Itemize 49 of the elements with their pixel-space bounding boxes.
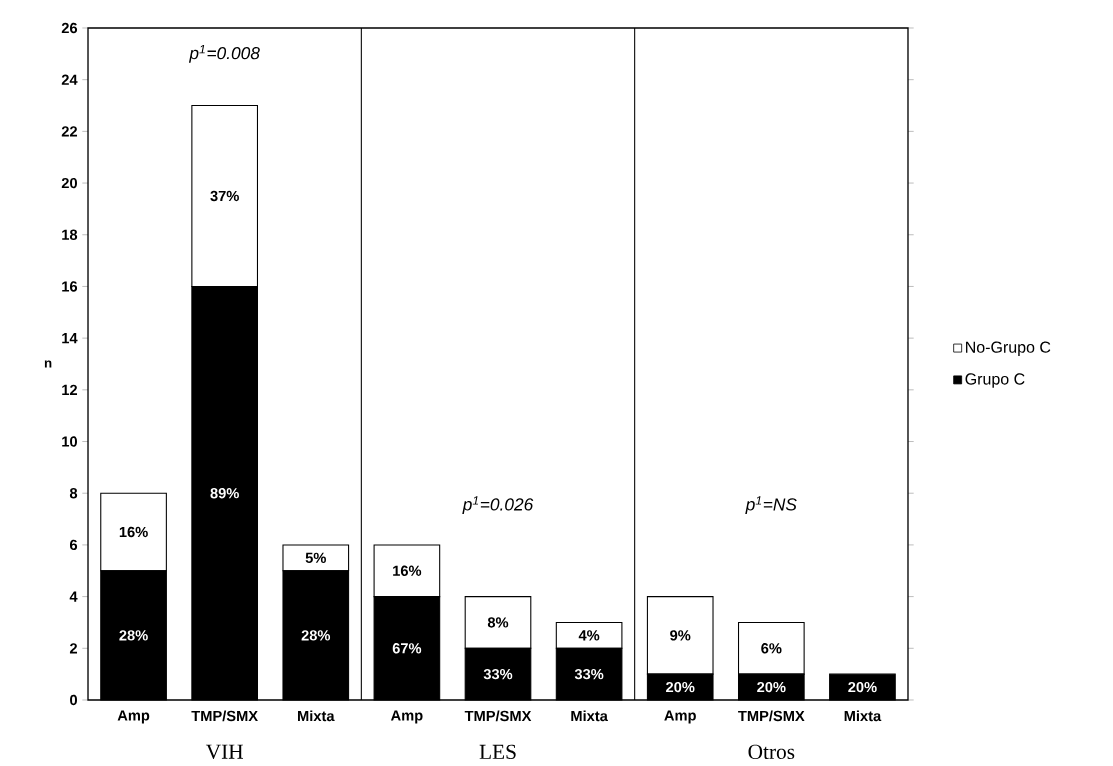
y-tick-label: 18 — [62, 229, 78, 240]
y-tick-label: 20 — [61, 177, 77, 189]
x-tick-label: TMP/SMX — [464, 710, 532, 722]
y-tick-label: 6 — [69, 539, 78, 551]
annotation: 20% — [666, 681, 695, 693]
y-tick-label: 14 — [62, 333, 78, 344]
annotation: p$^{1}$=0.026 — [462, 496, 534, 514]
annotation: 16% — [393, 565, 422, 576]
x-tick-label: TMP/SMX — [738, 710, 805, 722]
legend-label: No-Grupo C — [966, 341, 1051, 356]
y-tick-label: 24 — [61, 74, 78, 85]
y-tick-label: 8 — [69, 488, 78, 499]
y-tick-label: 0 — [70, 694, 77, 706]
annotation: 9% — [670, 630, 691, 641]
annotation: 20% — [757, 681, 786, 693]
text: VIH — [205, 744, 243, 759]
y-tick-label: 10 — [62, 436, 77, 447]
text: LES — [479, 744, 516, 760]
y-tick-label: 26 — [61, 22, 78, 34]
annotation: 33% — [574, 668, 604, 680]
annotation: 16% — [119, 526, 148, 538]
y-axis-title: n — [44, 360, 52, 368]
annotation: 28% — [119, 630, 148, 641]
annotation: 28% — [301, 630, 331, 641]
x-tick-label: Amp — [390, 710, 423, 724]
annotation: p$^{1}$=NS — [745, 496, 797, 514]
annotation: 5% — [305, 552, 326, 564]
y-tick-label: 16 — [62, 281, 78, 292]
annotation: 33% — [483, 668, 513, 680]
y-tick-label: 2 — [69, 643, 78, 654]
x-tick-label: Amp — [117, 710, 150, 724]
legend-label: Grupo C — [965, 373, 1025, 388]
text: Otros — [748, 744, 795, 760]
annotation: 37% — [210, 190, 239, 202]
annotation: 89% — [210, 488, 239, 499]
annotation: 20% — [848, 681, 877, 693]
y-tick-label: 12 — [62, 384, 78, 395]
annotation: 8% — [487, 617, 509, 628]
x-tick-label: Amp — [664, 710, 696, 724]
annotation: p$^{1}$=0.008 — [188, 44, 260, 63]
x-tick-label: TMP/SMX — [191, 710, 258, 722]
x-tick-label: Mixta — [571, 710, 608, 722]
annotation: 6% — [761, 643, 782, 654]
x-tick-label: Mixta — [844, 710, 882, 722]
y-tick-label: 22 — [61, 126, 78, 137]
annotation: 4% — [578, 630, 600, 641]
x-tick-label: Mixta — [298, 710, 335, 722]
y-tick-label: 4 — [69, 591, 78, 602]
annotation: 67% — [392, 643, 422, 654]
